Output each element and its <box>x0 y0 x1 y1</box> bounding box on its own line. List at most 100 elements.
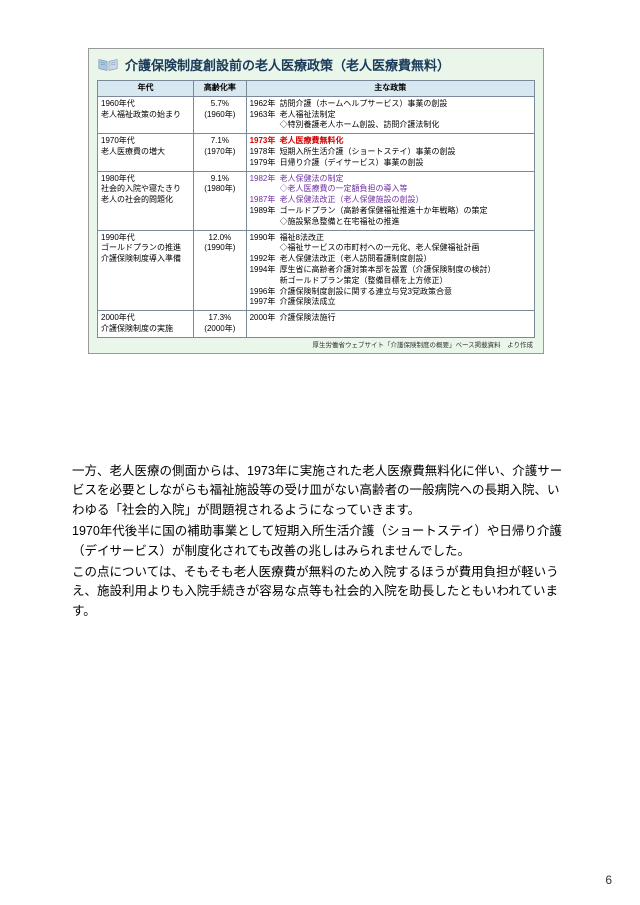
policy-line: 1994年厚生省に高齢者介護対策本部を設置（介護保険制度の検討） <box>250 265 531 276</box>
year: 1990年 <box>250 233 280 244</box>
policy-text: 老人保健法の制定 <box>280 174 527 185</box>
table-row: 2000年代 介護保険制度の実施 17.3% (2000年) 2000年介護保険… <box>98 311 535 338</box>
year: 1996年 <box>250 287 280 298</box>
era-line: 社会的入院や寝たきり <box>101 184 190 195</box>
table-row: 1990年代 ゴールドプランの推進 介護保険制度導入準備 12.0% (1990… <box>98 230 535 311</box>
era-cell: 1960年代 老人福祉政策の始まり <box>98 96 194 133</box>
year: 2000年 <box>250 313 280 324</box>
policy-table: 年代 高齢化率 主な政策 1960年代 老人福祉政策の始まり 5.7% (196… <box>97 80 535 338</box>
rate-line: 5.7% <box>197 99 242 110</box>
policy-text: 介護保険法成立 <box>280 297 527 308</box>
year: 1963年 <box>250 110 280 121</box>
policy-cell: 1973年老人医療費無料化 1978年短期入所生活介護（ショートステイ）事業の創… <box>246 134 534 171</box>
year: 1989年 <box>250 206 280 217</box>
rate-line: 9.1% <box>197 174 242 185</box>
year: 1994年 <box>250 265 280 276</box>
policy-line: 1987年老人保健法改正（老人保健施設の創設） <box>250 195 531 206</box>
rate-cell: 12.0% (1990年) <box>194 230 246 311</box>
paragraph: この点については、そもそも老人医療費が無料のため入院するほうが費用負担が軽いうえ… <box>72 563 568 621</box>
rate-cell: 5.7% (1960年) <box>194 96 246 133</box>
page-number: 6 <box>605 873 612 887</box>
policy-text: 短期入所生活介護（ショートステイ）事業の創設 <box>280 147 527 158</box>
year: 1987年 <box>250 195 280 206</box>
rate-line: (1970年) <box>197 147 242 158</box>
year: 1979年 <box>250 158 280 169</box>
policy-line: 1973年老人医療費無料化 <box>250 136 531 147</box>
era-line: 1960年代 <box>101 99 190 110</box>
era-line: 1970年代 <box>101 136 190 147</box>
policy-text: 訪問介護（ホームヘルプサービス）事業の創設 <box>280 99 527 110</box>
era-line: 老人福祉政策の始まり <box>101 110 190 121</box>
policy-cell: 1982年老人保健法の制定 ◇老人医療費の一定額負担の導入等 1987年老人保健… <box>246 171 534 230</box>
era-line: 1990年代 <box>101 233 190 244</box>
policy-line: 1982年老人保健法の制定 <box>250 174 531 185</box>
rate-line: (2000年) <box>197 324 242 335</box>
source-note: 厚生労働省ウェブサイト「介護保険制度の概要」ベース掲載資料 より作成 <box>97 338 535 349</box>
era-cell: 1980年代 社会的入院や寝たきり 老人の社会的問題化 <box>98 171 194 230</box>
year-highlight: 1973年 <box>250 136 280 147</box>
rate-cell: 7.1% (1970年) <box>194 134 246 171</box>
policy-line: 1962年訪問介護（ホームヘルプサービス）事業の創設 <box>250 99 531 110</box>
rate-cell: 17.3% (2000年) <box>194 311 246 338</box>
policy-line: 1979年日帰り介護（デイサービス）事業の創設 <box>250 158 531 169</box>
policy-line: 1978年短期入所生活介護（ショートステイ）事業の創設 <box>250 147 531 158</box>
th-policy: 主な政策 <box>246 81 534 97</box>
era-line: 老人医療費の増大 <box>101 147 190 158</box>
policy-text: 新ゴールドプラン策定（整備目標を上方修正） <box>280 276 527 287</box>
rate-line: 7.1% <box>197 136 242 147</box>
paragraph: 1970年代後半に国の補助事業として短期入所生活介護（ショートステイ）や日帰り介… <box>72 522 568 561</box>
policy-line: 新ゴールドプラン策定（整備目標を上方修正） <box>250 276 531 287</box>
policy-sub: ◇福祉サービスの市町村への一元化、老人保健福祉計画 <box>250 243 531 254</box>
policy-cell: 2000年介護保険法施行 <box>246 311 534 338</box>
rate-line: (1990年) <box>197 243 242 254</box>
policy-line: 1989年ゴールドプラン（高齢者保健福祉推進十か年戦略）の策定 <box>250 206 531 217</box>
rate-line: (1960年) <box>197 110 242 121</box>
year: 1978年 <box>250 147 280 158</box>
policy-sub: ◇老人医療費の一定額負担の導入等 <box>250 184 531 195</box>
policy-text: 老人福祉法制定 <box>280 110 527 121</box>
rate-line: (1980年) <box>197 184 242 195</box>
policy-text: 福祉8法改正 <box>280 233 527 244</box>
table-row: 1980年代 社会的入院や寝たきり 老人の社会的問題化 9.1% (1980年)… <box>98 171 535 230</box>
slide-panel: 介護保険制度創設前の老人医療政策（老人医療費無料） 年代 高齢化率 主な政策 1… <box>88 48 544 354</box>
policy-line: 2000年介護保険法施行 <box>250 313 531 324</box>
th-era: 年代 <box>98 81 194 97</box>
era-line: 介護保険制度導入準備 <box>101 254 190 265</box>
th-rate: 高齢化率 <box>194 81 246 97</box>
era-line: 1980年代 <box>101 174 190 185</box>
era-cell: 2000年代 介護保険制度の実施 <box>98 311 194 338</box>
book-icon <box>97 57 119 73</box>
era-cell: 1990年代 ゴールドプランの推進 介護保険制度導入準備 <box>98 230 194 311</box>
era-cell: 1970年代 老人医療費の増大 <box>98 134 194 171</box>
era-line: 2000年代 <box>101 313 190 324</box>
era-line: 老人の社会的問題化 <box>101 195 190 206</box>
year: 1962年 <box>250 99 280 110</box>
rate-line: 12.0% <box>197 233 242 244</box>
table-row: 1960年代 老人福祉政策の始まり 5.7% (1960年) 1962年訪問介護… <box>98 96 535 133</box>
policy-text: 老人保健法改正（老人保健施設の創設） <box>280 195 527 206</box>
policy-text: ゴールドプラン（高齢者保健福祉推進十か年戦略）の策定 <box>280 206 527 217</box>
year: 1997年 <box>250 297 280 308</box>
era-line: ゴールドプランの推進 <box>101 243 190 254</box>
policy-highlight: 老人医療費無料化 <box>280 136 527 147</box>
rate-cell: 9.1% (1980年) <box>194 171 246 230</box>
policy-text: 介護保険法施行 <box>280 313 527 324</box>
table-header-row: 年代 高齢化率 主な政策 <box>98 81 535 97</box>
policy-text: 厚生省に高齢者介護対策本部を設置（介護保険制度の検討） <box>280 265 527 276</box>
policy-text: 日帰り介護（デイサービス）事業の創設 <box>280 158 527 169</box>
rate-line: 17.3% <box>197 313 242 324</box>
policy-line: 1997年介護保険法成立 <box>250 297 531 308</box>
policy-text: 老人保健法改正（老人訪問看護制度創設） <box>280 254 527 265</box>
slide-title: 介護保険制度創設前の老人医療政策（老人医療費無料） <box>125 55 450 74</box>
body-text: 一方、老人医療の側面からは、1973年に実施された老人医療費無料化に伴い、介護サ… <box>72 462 568 623</box>
policy-text: 介護保険制度創設に関する連立与党3党政策合意 <box>280 287 527 298</box>
era-line: 介護保険制度の実施 <box>101 324 190 335</box>
policy-line: 1990年福祉8法改正 <box>250 233 531 244</box>
policy-cell: 1962年訪問介護（ホームヘルプサービス）事業の創設 1963年老人福祉法制定 … <box>246 96 534 133</box>
year: 1992年 <box>250 254 280 265</box>
policy-sub: ◇施設緊急整備と在宅福祉の推進 <box>250 217 531 228</box>
title-row: 介護保険制度創設前の老人医療政策（老人医療費無料） <box>97 55 535 74</box>
paragraph: 一方、老人医療の側面からは、1973年に実施された老人医療費無料化に伴い、介護サ… <box>72 462 568 520</box>
table-row: 1970年代 老人医療費の増大 7.1% (1970年) 1973年老人医療費無… <box>98 134 535 171</box>
policy-line: 1992年老人保健法改正（老人訪問看護制度創設） <box>250 254 531 265</box>
